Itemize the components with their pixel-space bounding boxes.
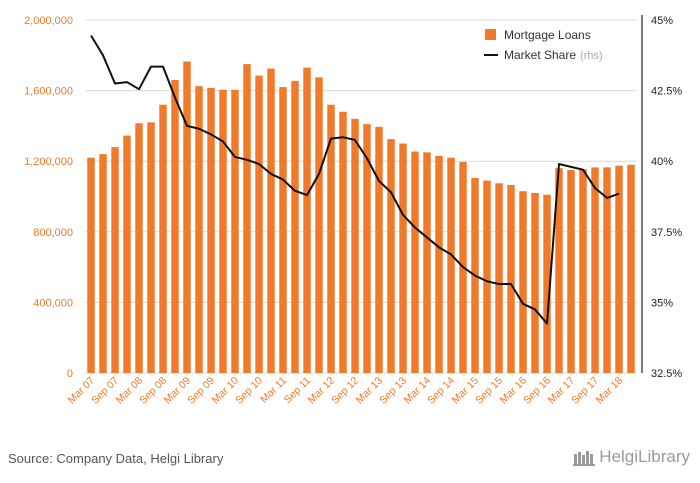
- bar-mortgage-loans: [351, 118, 359, 373]
- y-axis-left: 0 400,000 800,000 1,200,000 1,600,000 2,000,0…: [24, 15, 73, 380]
- bar-mortgage-loans: [627, 164, 635, 373]
- bar-mortgage-loans: [447, 157, 455, 373]
- bars: [87, 61, 635, 374]
- bar-mortgage-loans: [267, 68, 275, 373]
- legend-label-mortgage-loans: Mortgage Loans: [504, 28, 591, 42]
- bar-mortgage-loans: [183, 61, 191, 373]
- y-left-tick-label: 800,000: [33, 227, 73, 239]
- bar-mortgage-loans: [219, 89, 227, 373]
- bar-mortgage-loans: [87, 157, 95, 373]
- y-right-tick-label: 37.5%: [651, 227, 682, 239]
- gridlines: [85, 19, 637, 374]
- y-left-tick-label: 2,000,000: [24, 15, 73, 27]
- legend-market-share-name: Market Share: [504, 48, 576, 62]
- bar-mortgage-loans: [147, 122, 155, 374]
- bar-mortgage-loans: [435, 155, 443, 373]
- bar-mortgage-loans: [315, 77, 323, 374]
- y-right-tick-label: 35%: [651, 297, 673, 309]
- bar-mortgage-loans: [207, 87, 215, 373]
- bar-mortgage-loans: [507, 185, 515, 373]
- bar-mortgage-loans: [555, 168, 563, 373]
- bar-mortgage-loans: [579, 169, 587, 373]
- bar-mortgage-loans: [123, 135, 131, 373]
- brand-name: HelgiLibrary: [599, 447, 690, 466]
- bar-mortgage-loans: [375, 126, 383, 373]
- y-right-tick-label: 32.5%: [651, 368, 682, 380]
- source-note: Source: Company Data, Helgi Library: [8, 451, 224, 466]
- bar-mortgage-loans: [531, 192, 539, 373]
- bar-mortgage-loans: [615, 165, 623, 373]
- legend-label-market-share: Market Share (rhs): [504, 48, 603, 62]
- x-tick-label: Mar 18: [594, 375, 626, 407]
- bar-mortgage-loans: [543, 194, 551, 373]
- bar-mortgage-loans: [111, 147, 119, 373]
- bar-mortgage-loans: [291, 80, 299, 373]
- y-right-tick-label: 45%: [651, 15, 673, 27]
- library-icon: [573, 451, 596, 466]
- y-right-tick-label: 40%: [651, 156, 673, 168]
- bar-mortgage-loans: [339, 111, 347, 373]
- y-axis-right: 32.5% 35% 37.5% 40% 42.5% 45%: [641, 15, 682, 380]
- market-share-line-group: [90, 35, 620, 325]
- y-right-tick-label: 42.5%: [651, 86, 682, 98]
- bar-mortgage-loans: [495, 183, 503, 373]
- y-left-tick-label: 0: [67, 368, 73, 380]
- bar-mortgage-loans: [327, 104, 335, 373]
- legend: Mortgage Loans Market Share (rhs): [484, 28, 603, 62]
- bar-mortgage-loans: [279, 87, 287, 373]
- bar-mortgage-loans: [567, 170, 575, 373]
- bar-mortgage-loans: [135, 123, 143, 373]
- bar-mortgage-loans: [303, 67, 311, 373]
- y-left-tick-label: 400,000: [33, 297, 73, 309]
- line-market-share: [90, 35, 620, 325]
- bar-mortgage-loans: [231, 89, 239, 373]
- y-left-tick-label: 1,600,000: [24, 86, 73, 98]
- bar-mortgage-loans: [171, 80, 179, 373]
- bar-mortgage-loans: [243, 64, 251, 373]
- x-tick-label: Sep 10: [233, 375, 265, 407]
- bar-mortgage-loans: [399, 143, 407, 373]
- bar-mortgage-loans: [363, 124, 371, 373]
- legend-swatch-mortgage-loans: [485, 29, 496, 40]
- bar-mortgage-loans: [423, 152, 431, 373]
- bar-mortgage-loans: [591, 167, 599, 373]
- bar-mortgage-loans: [159, 104, 167, 373]
- bar-mortgage-loans: [411, 151, 419, 373]
- bar-mortgage-loans: [387, 139, 395, 373]
- bar-mortgage-loans: [99, 154, 107, 373]
- legend-market-share-suffix: (rhs): [580, 50, 603, 62]
- chart: 0 400,000 800,000 1,200,000 1,600,000 2,000,0…: [24, 15, 682, 407]
- bar-mortgage-loans: [519, 191, 527, 373]
- bar-mortgage-loans: [603, 167, 611, 373]
- y-left-tick-label: 1,200,000: [24, 156, 73, 168]
- brand-logo: HelgiLibrary: [573, 447, 690, 467]
- bar-mortgage-loans: [255, 75, 263, 373]
- bar-mortgage-loans: [483, 180, 491, 373]
- bar-mortgage-loans: [195, 86, 203, 373]
